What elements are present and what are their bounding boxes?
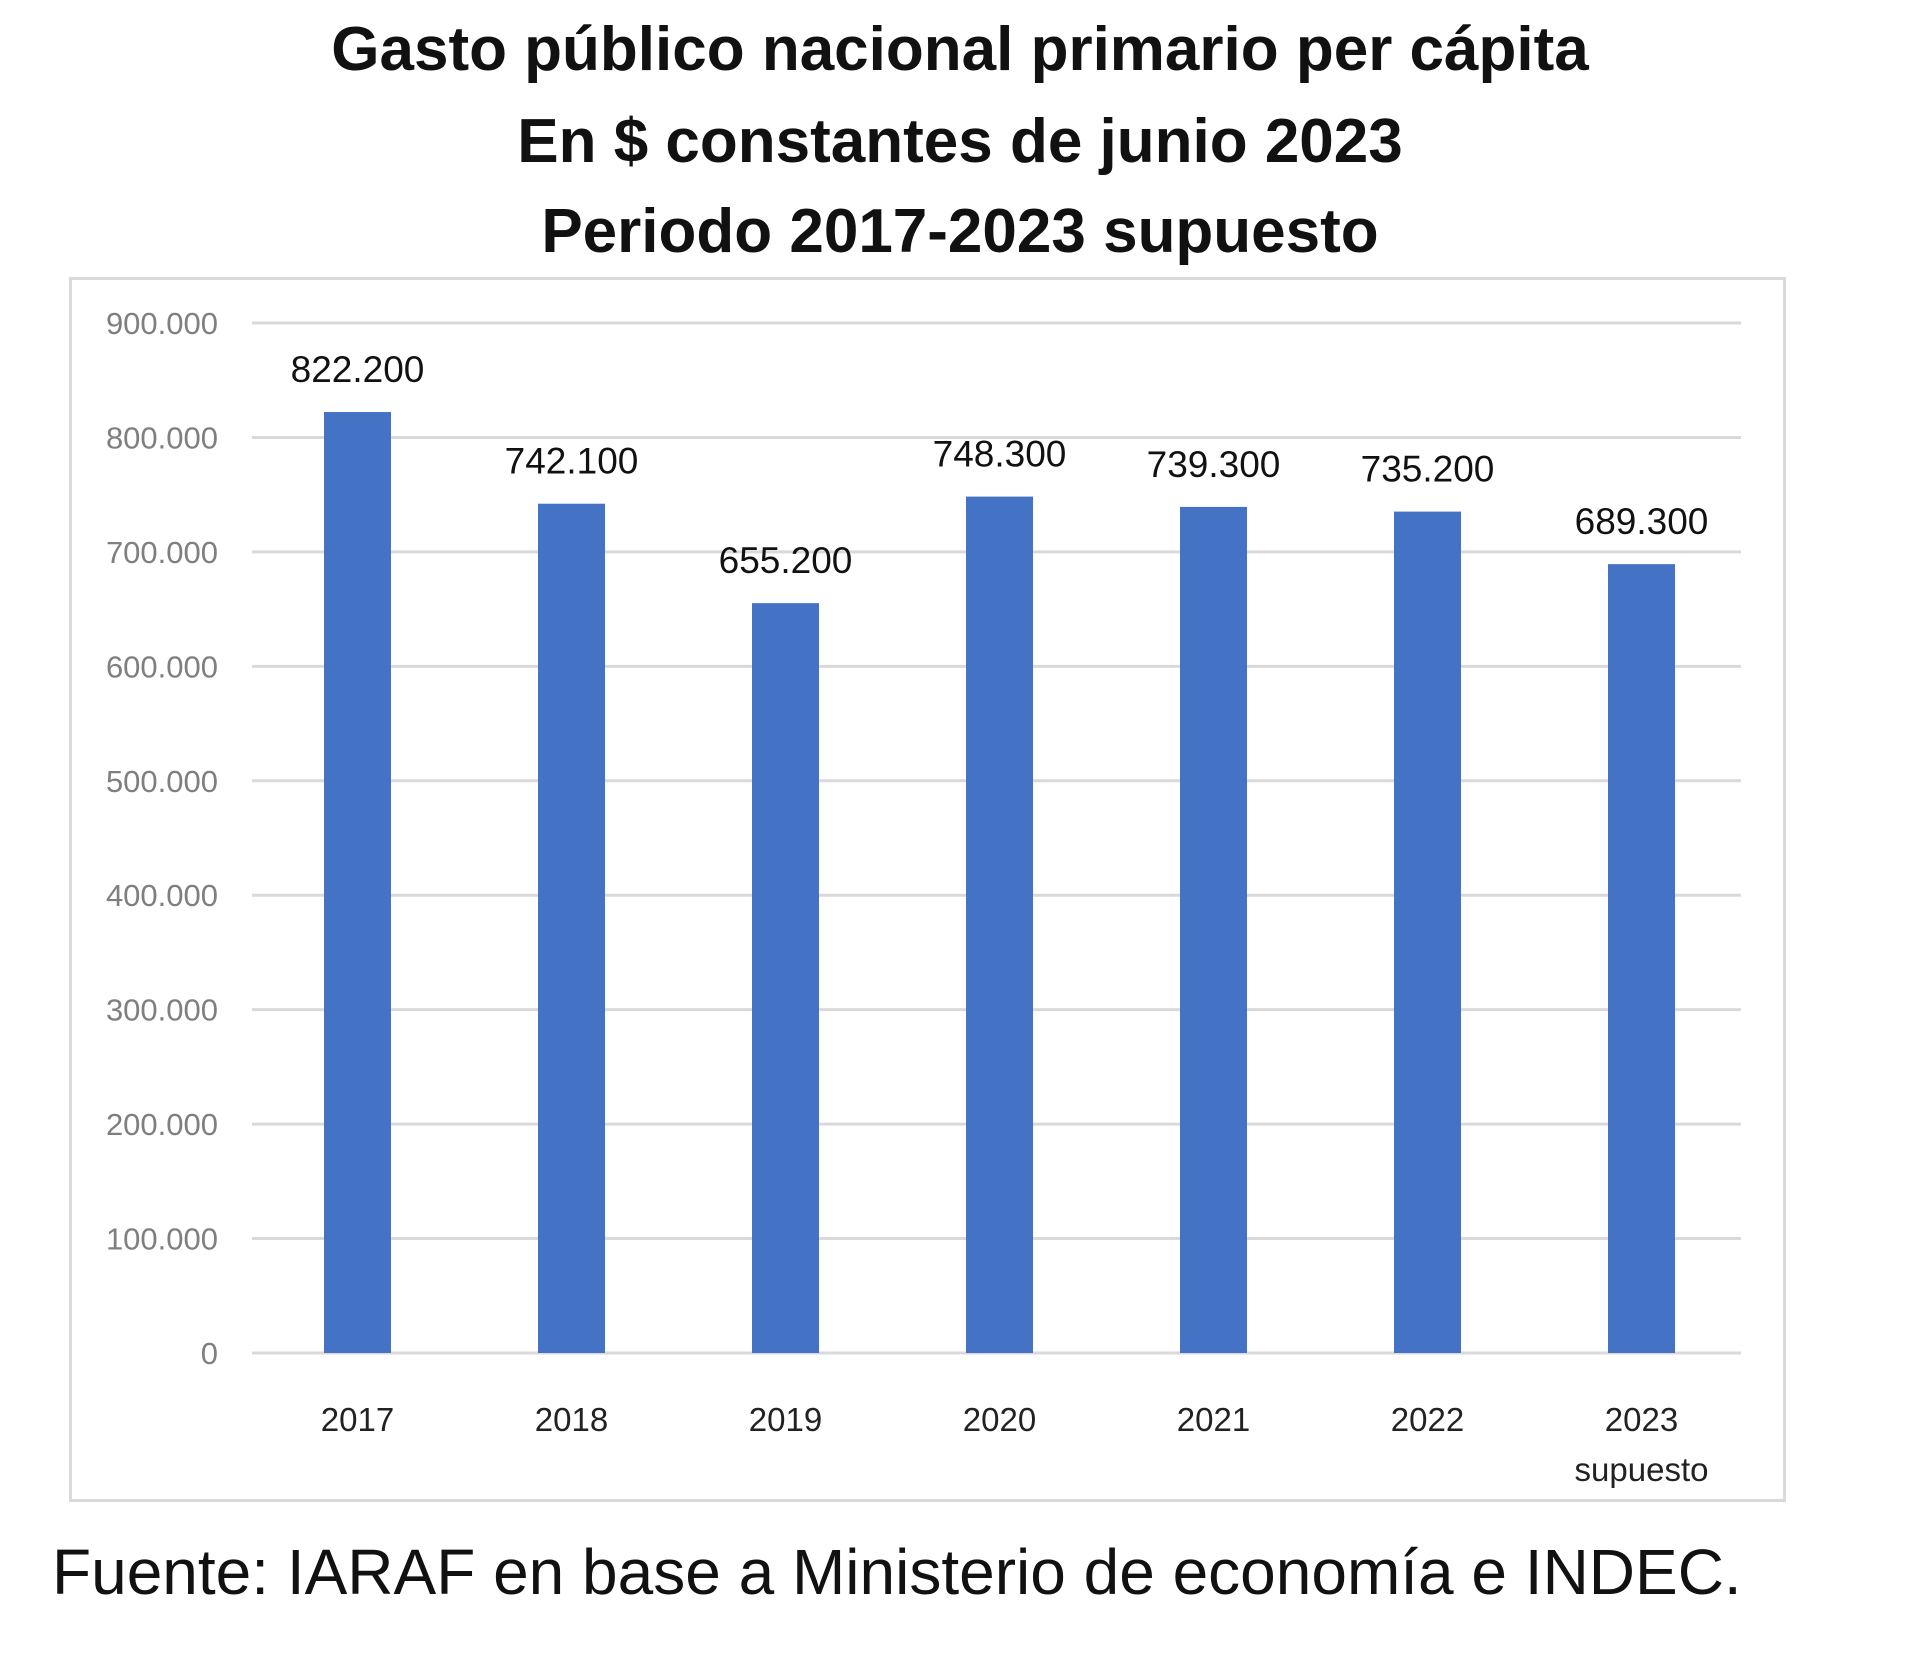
x-tick-label: 2018 xyxy=(535,1401,608,1438)
data-label: 655.200 xyxy=(719,540,853,581)
data-label: 748.300 xyxy=(933,434,1067,475)
y-tick-label: 800.000 xyxy=(106,420,218,455)
bar xyxy=(966,496,1033,1354)
y-tick-label: 700.000 xyxy=(106,535,218,570)
source-note: Fuente: IARAF en base a Ministerio de ec… xyxy=(52,1536,1742,1608)
x-tick-label: 2021 xyxy=(1177,1401,1250,1438)
x-tick-label: 2017 xyxy=(321,1401,394,1438)
chart-subtitle: En $ constantes de junio 2023 xyxy=(517,107,1403,176)
x-tick-label: 2023 xyxy=(1605,1401,1678,1438)
y-tick-label: 300.000 xyxy=(106,993,218,1028)
chart-frame xyxy=(69,277,1786,1502)
bar xyxy=(538,503,605,1353)
bar xyxy=(1180,506,1247,1353)
x-tick-label: 2022 xyxy=(1391,1401,1464,1438)
y-tick-label: 600.000 xyxy=(106,649,218,684)
data-label: 742.100 xyxy=(505,441,639,482)
bar xyxy=(752,603,819,1353)
y-tick-label: 0 xyxy=(201,1336,218,1371)
bar xyxy=(324,412,391,1353)
x-tick-label: 2020 xyxy=(963,1401,1036,1438)
y-tick-label: 400.000 xyxy=(106,878,218,913)
data-label: 739.300 xyxy=(1147,444,1281,485)
chart-subtitle-period: Periodo 2017-2023 supuesto xyxy=(541,197,1379,266)
x-tick-label: supuesto xyxy=(1575,1451,1709,1488)
bar xyxy=(1608,564,1675,1353)
x-tick-label: 2019 xyxy=(749,1401,822,1438)
y-tick-label: 500.000 xyxy=(106,764,218,799)
data-label: 735.200 xyxy=(1361,449,1495,490)
y-tick-label: 200.000 xyxy=(106,1107,218,1142)
data-label: 689.300 xyxy=(1575,501,1709,542)
data-label: 822.200 xyxy=(291,349,425,390)
y-tick-label: 900.000 xyxy=(106,306,218,341)
y-tick-label: 100.000 xyxy=(106,1222,218,1257)
chart-title: Gasto público nacional primario per cápi… xyxy=(331,15,1589,84)
bar xyxy=(1394,511,1461,1353)
